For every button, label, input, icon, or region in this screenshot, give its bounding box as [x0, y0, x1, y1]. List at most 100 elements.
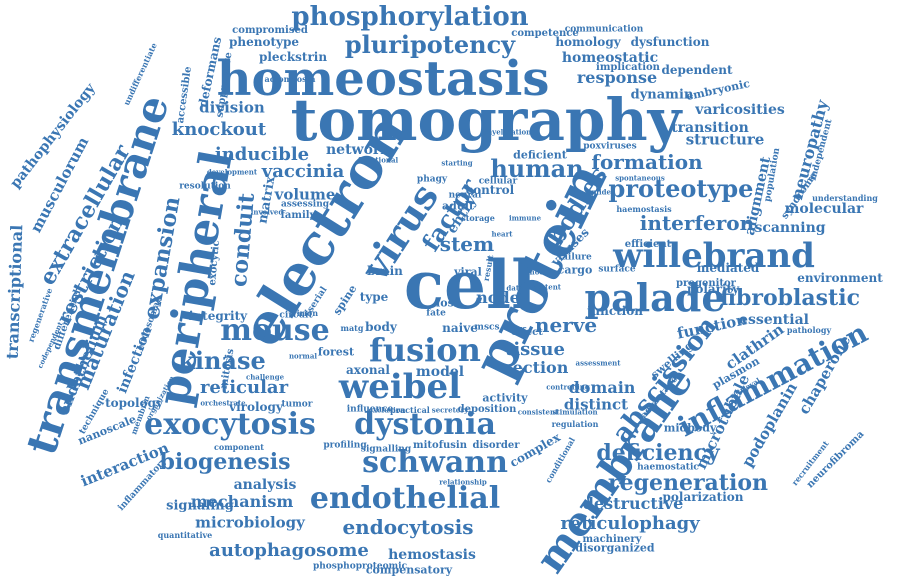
word: orchestrate — [200, 398, 246, 408]
word: failure — [558, 252, 592, 263]
word: assessing — [280, 199, 330, 210]
word: analysis — [233, 477, 297, 493]
word: controlling — [546, 382, 590, 392]
word: adult — [441, 199, 475, 213]
word: endothelial — [309, 481, 501, 516]
word: pluripotency — [344, 30, 516, 59]
word: deficient — [513, 148, 567, 162]
word: assessment — [575, 358, 621, 368]
word: progenitor — [676, 278, 736, 289]
word: understanding — [812, 193, 878, 203]
word: formation — [591, 150, 703, 174]
word: heart — [491, 229, 513, 239]
word: integrity — [188, 309, 248, 323]
word: transition — [671, 120, 749, 136]
word: phagy — [416, 174, 448, 185]
word: distinct — [563, 395, 629, 414]
word: homeostasis — [216, 51, 550, 107]
word: development — [206, 167, 258, 177]
word: family — [280, 210, 316, 221]
word: forest — [317, 345, 355, 359]
word: palade — [584, 275, 726, 320]
word: haemostasis — [616, 204, 672, 214]
word: dystonia — [354, 407, 496, 442]
word: varicosities — [695, 102, 785, 118]
word: actomyosin — [264, 74, 316, 84]
word: surface — [598, 264, 636, 275]
word: knockout — [171, 119, 267, 140]
word: disorganized — [575, 541, 655, 555]
word: virology — [229, 400, 283, 414]
word: pathophysiology — [7, 80, 99, 192]
word: reticulophagy — [560, 513, 700, 534]
word: compensatory — [365, 563, 453, 577]
word: matrix — [255, 175, 279, 225]
word: activity — [482, 391, 528, 405]
word: phosphorylation — [291, 2, 529, 32]
word: guide — [589, 187, 611, 197]
word: vaccinia — [261, 161, 345, 182]
word: autophagosome — [209, 540, 369, 561]
word: junction — [587, 304, 643, 318]
word: immune — [508, 213, 542, 223]
word: human — [490, 154, 584, 183]
word: exocytosis — [144, 407, 316, 442]
word: dysfunction — [630, 35, 710, 49]
word: cargo — [557, 263, 593, 277]
word: weibel — [338, 367, 462, 407]
word: endocytosis — [342, 515, 474, 539]
word: division — [199, 98, 265, 117]
word: dynamin — [630, 87, 694, 103]
word: virion — [291, 308, 319, 318]
word: efficient — [624, 239, 672, 250]
word: fibroblastic — [720, 285, 860, 311]
word: matg — [340, 323, 364, 333]
word: interferon — [639, 211, 755, 235]
word: influence — [346, 404, 394, 415]
word: regeneration — [608, 470, 768, 496]
word: naive — [442, 321, 478, 335]
word: tumor — [281, 399, 313, 410]
word: homology — [555, 35, 621, 49]
word: haemostatic — [637, 462, 699, 473]
word: scanning — [754, 220, 826, 236]
word: destructive — [582, 494, 684, 513]
word: biogenesis — [159, 449, 291, 475]
word: section — [503, 358, 569, 377]
word: neural — [448, 190, 482, 201]
word: cellular — [478, 176, 518, 187]
word: pleckstrin — [258, 50, 328, 64]
word: content — [530, 282, 562, 292]
word: mscs — [474, 322, 500, 333]
word: model — [415, 364, 465, 380]
word: communication — [564, 24, 644, 35]
word: mode — [527, 267, 549, 277]
word: midbody — [663, 421, 717, 435]
word: effect — [511, 327, 543, 338]
word: homeostatic — [561, 50, 659, 66]
word: competence — [511, 28, 579, 39]
word: implication — [596, 62, 660, 73]
word: exclusion — [368, 405, 406, 415]
word: response — [576, 68, 658, 87]
word: molecular — [784, 201, 864, 217]
word: domain — [568, 378, 636, 397]
word: secretory — [431, 405, 469, 415]
word: cell — [403, 246, 537, 324]
word: phosphoproteomic — [312, 561, 408, 572]
word: environment — [797, 271, 883, 285]
word: transcriptional — [2, 224, 27, 360]
word: population — [762, 147, 783, 203]
word: practical — [390, 405, 430, 415]
word: fusion — [369, 331, 481, 369]
word: topology — [105, 396, 163, 410]
word: stem — [439, 232, 495, 256]
word: spine — [330, 282, 360, 318]
word: type — [359, 290, 389, 304]
word: spontaneous — [615, 173, 665, 183]
word: mitofusin — [413, 440, 467, 451]
word: relationship — [439, 477, 487, 487]
word: phenotype — [228, 35, 300, 49]
word: control — [465, 183, 515, 197]
